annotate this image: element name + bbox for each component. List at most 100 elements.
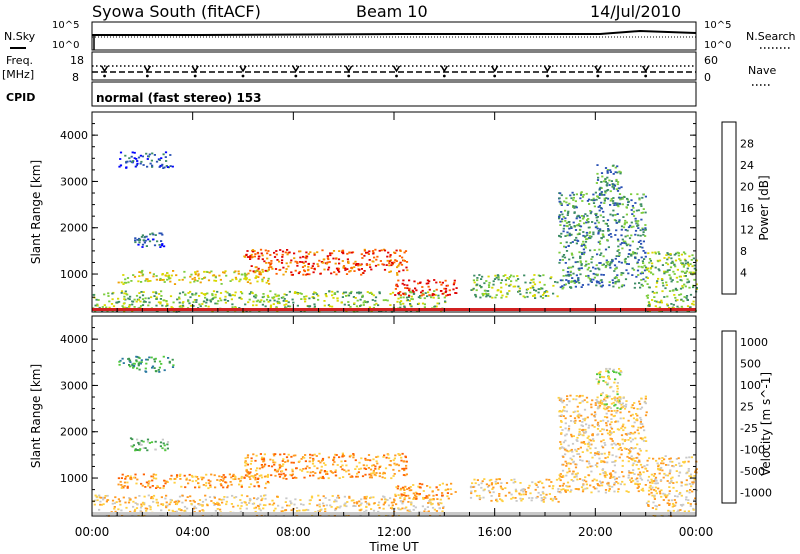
velocity-cell <box>138 357 141 359</box>
velocity-cell <box>415 495 418 498</box>
velocity-cell <box>165 505 168 508</box>
velocity-cell <box>163 369 166 372</box>
velocity-cell <box>334 507 337 510</box>
velocity-cell <box>403 497 406 499</box>
velocity-cell <box>640 397 643 400</box>
velocity-cell <box>654 478 657 481</box>
velocity-cell <box>295 477 298 479</box>
power-cell <box>632 225 635 228</box>
power-cell <box>616 183 619 186</box>
velocity-cell <box>599 370 602 373</box>
power-cell <box>576 224 579 227</box>
velocity-cell <box>282 477 285 480</box>
power-cell <box>495 276 498 279</box>
velocity-cell <box>240 486 243 488</box>
power-cell <box>129 295 132 298</box>
power-cell <box>616 190 620 192</box>
power-cell <box>563 284 566 286</box>
power-cell <box>359 305 362 307</box>
power-cell <box>561 285 564 288</box>
velocity-cell <box>674 501 678 504</box>
power-cell <box>155 304 158 307</box>
velocity-cell <box>274 461 277 464</box>
velocity-cell <box>594 413 597 416</box>
velocity-cell <box>629 437 632 439</box>
velocity-cell <box>623 407 627 410</box>
velocity-cell <box>564 417 567 420</box>
velocity-cell <box>632 457 635 460</box>
velocity-cell <box>542 492 545 495</box>
velocity-cell <box>255 454 258 457</box>
velocity-cell <box>548 493 551 495</box>
velocity-cell <box>575 439 578 441</box>
power-cell <box>257 257 260 260</box>
velocity-cell <box>631 404 634 406</box>
velocity-cell <box>198 485 201 488</box>
velocity-cell <box>284 509 288 511</box>
power-cell <box>290 259 293 262</box>
power-cell <box>169 295 173 298</box>
velocity-cell <box>496 500 499 503</box>
velocity-cell <box>613 464 616 467</box>
power-cell <box>254 266 257 269</box>
velocity-cell <box>617 399 620 402</box>
power-cell <box>595 182 598 184</box>
power-cell <box>214 280 218 282</box>
velocity-cell <box>678 471 682 474</box>
power-cell <box>580 264 583 267</box>
power-cell <box>331 294 334 297</box>
power-cell <box>147 155 150 158</box>
velocity-cell <box>126 475 129 477</box>
power-cell <box>622 284 626 287</box>
power-cell <box>283 298 286 300</box>
power-cell <box>637 227 640 229</box>
date-title: 14/Jul/2010 <box>590 2 681 21</box>
power-cell <box>665 281 668 284</box>
power-cell <box>562 216 565 218</box>
power-cell <box>169 165 172 167</box>
power-cell <box>204 305 207 307</box>
velocity-cell <box>632 417 636 420</box>
velocity-cell <box>562 415 565 417</box>
velocity-cell <box>568 467 571 470</box>
power-cell <box>264 249 267 252</box>
power-cell <box>600 252 603 255</box>
power-cell <box>606 263 609 266</box>
velocity-cell <box>265 482 268 485</box>
velocity-cell <box>172 510 175 513</box>
velocity-cell <box>652 457 655 460</box>
velocity-cell <box>162 355 165 358</box>
power-cell <box>626 197 629 200</box>
power-cell <box>133 298 136 301</box>
power-cell <box>259 273 263 276</box>
velocity-cell <box>555 498 558 500</box>
power-cell <box>338 262 341 265</box>
power-cell <box>510 274 513 277</box>
velocity-cell <box>636 414 639 417</box>
power-cell <box>152 238 155 241</box>
power-cell <box>155 275 158 277</box>
power-cell <box>276 300 279 303</box>
velocity-cell <box>189 500 192 502</box>
velocity-cell <box>602 419 605 422</box>
power-colorbar-tick: 12 <box>740 224 754 237</box>
velocity-cell <box>410 503 413 506</box>
velocity-cell <box>204 484 208 487</box>
velocity-cell <box>283 475 286 478</box>
power-cell <box>671 260 674 263</box>
velocity-cell <box>325 504 328 507</box>
velocity-cell <box>168 503 171 506</box>
power-cell <box>529 287 532 289</box>
velocity-cell <box>391 504 394 507</box>
power-cell <box>675 288 678 291</box>
power-cell <box>351 251 355 254</box>
power-cell <box>300 298 303 300</box>
velocity-cell <box>312 458 315 461</box>
power-cell <box>670 257 673 260</box>
power-cell <box>606 176 609 179</box>
power-cell <box>287 265 290 268</box>
power-cell <box>606 197 610 200</box>
power-cell <box>261 303 264 306</box>
velocity-cell <box>564 489 567 492</box>
velocity-cell <box>264 487 267 489</box>
